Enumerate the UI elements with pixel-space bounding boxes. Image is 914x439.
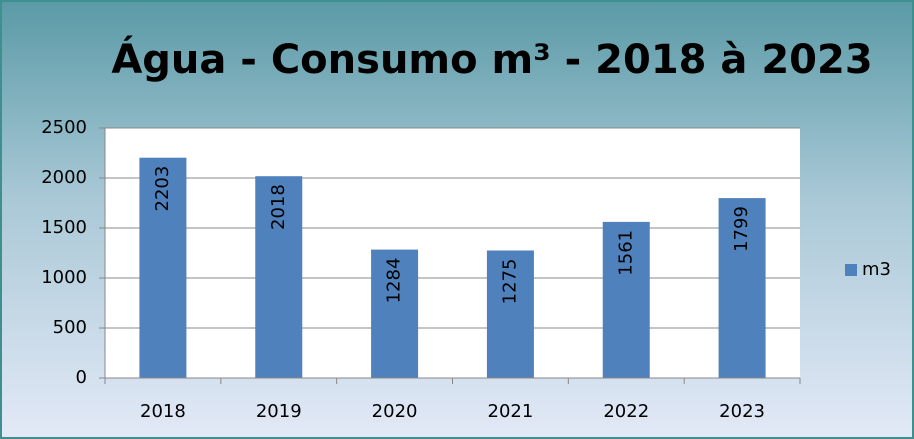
- value-label: 2203: [152, 166, 173, 212]
- x-tick-label: 2022: [603, 401, 649, 422]
- y-tick-label: 0: [76, 367, 87, 388]
- bar: [602, 221, 650, 378]
- y-tick-label: 2000: [41, 167, 87, 188]
- plot-area: [105, 128, 800, 378]
- legend-label: m3: [862, 259, 891, 280]
- bar: [486, 250, 534, 378]
- bar: [718, 198, 766, 378]
- bar: [139, 157, 187, 378]
- bar: [371, 249, 419, 378]
- value-label: 1284: [384, 258, 405, 304]
- x-tick-label: 2023: [719, 401, 765, 422]
- bar: [255, 176, 303, 378]
- chart-title: Água - Consumo m³ - 2018 à 2023: [111, 35, 872, 83]
- value-label: 2018: [268, 184, 289, 230]
- x-tick-label: 2021: [488, 401, 534, 422]
- legend-swatch: [845, 264, 857, 276]
- y-tick-label: 1000: [41, 267, 87, 288]
- y-tick-label: 2500: [41, 117, 87, 138]
- value-label: 1275: [499, 259, 520, 305]
- x-tick-label: 2020: [372, 401, 418, 422]
- value-label: 1561: [615, 230, 636, 276]
- x-tick-label: 2019: [256, 401, 302, 422]
- y-tick-label: 500: [53, 317, 87, 338]
- x-tick-label: 2018: [140, 401, 186, 422]
- y-tick-label: 1500: [41, 217, 87, 238]
- value-label: 1799: [731, 206, 752, 252]
